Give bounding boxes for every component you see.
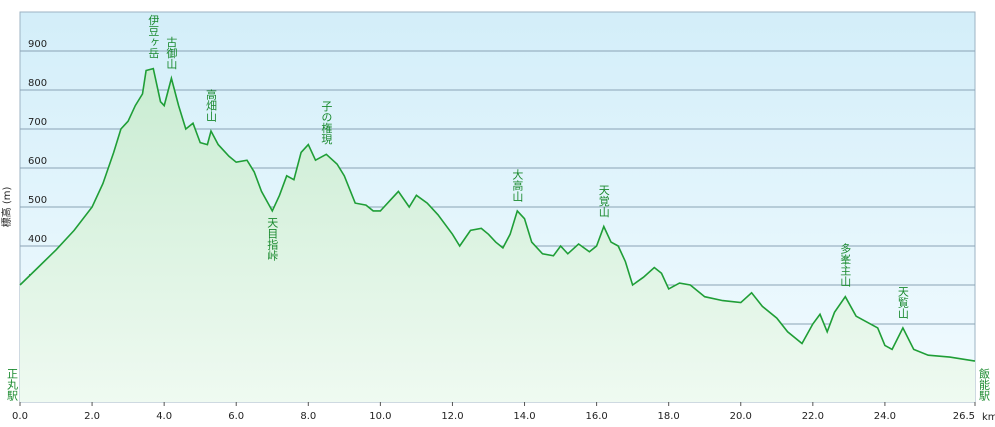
end-label: 飯能駅 xyxy=(978,367,991,402)
peak-label: 子の権現 xyxy=(320,100,333,145)
y-tick-label: 800 xyxy=(28,78,47,89)
x-tick-label: 12.0 xyxy=(441,411,463,422)
y-tick-label: 700 xyxy=(28,117,47,128)
peak-label: 伊豆ヶ岳 xyxy=(147,14,160,58)
x-tick-label: 20.0 xyxy=(730,411,752,422)
x-tick-label: 10.0 xyxy=(369,411,391,422)
peak-label: 高畑山 xyxy=(205,88,218,122)
x-tick-label: 26.5 xyxy=(953,411,975,422)
y-tick-label: 400 xyxy=(28,234,47,245)
x-tick-label: 0.0 xyxy=(12,411,28,422)
x-tick-label: 16.0 xyxy=(585,411,607,422)
x-tick-label: 6.0 xyxy=(228,411,244,422)
start-label: 正丸駅 xyxy=(6,368,19,402)
profile-line xyxy=(19,67,976,362)
y-tick-label: 500 xyxy=(28,195,47,206)
x-tick-label: 22.0 xyxy=(802,411,824,422)
y-tick-label: 900 xyxy=(28,39,47,50)
peak-label: 古御山 xyxy=(165,36,178,69)
area-fill xyxy=(20,68,975,402)
peak-label: 大高山 xyxy=(511,168,524,202)
x-tick-label: 18.0 xyxy=(658,411,680,422)
x-tick-label: 24.0 xyxy=(874,411,896,422)
x-tick-label: 4.0 xyxy=(156,411,172,422)
x-tick-label: 14.0 xyxy=(513,411,535,422)
x-tick-label: 2.0 xyxy=(84,411,100,422)
x-tick-label: 8.0 xyxy=(300,411,316,422)
y-tick-label: 600 xyxy=(28,156,47,167)
peak-label: 多峯主山 xyxy=(839,241,852,286)
peak-label: 天覚山 xyxy=(597,185,610,218)
peak-label: 天覧山 xyxy=(896,286,909,319)
y-axis-label: 標高 (m) xyxy=(0,187,13,228)
x-unit: km xyxy=(982,412,995,423)
peak-label: 天目指峠 xyxy=(266,217,279,262)
